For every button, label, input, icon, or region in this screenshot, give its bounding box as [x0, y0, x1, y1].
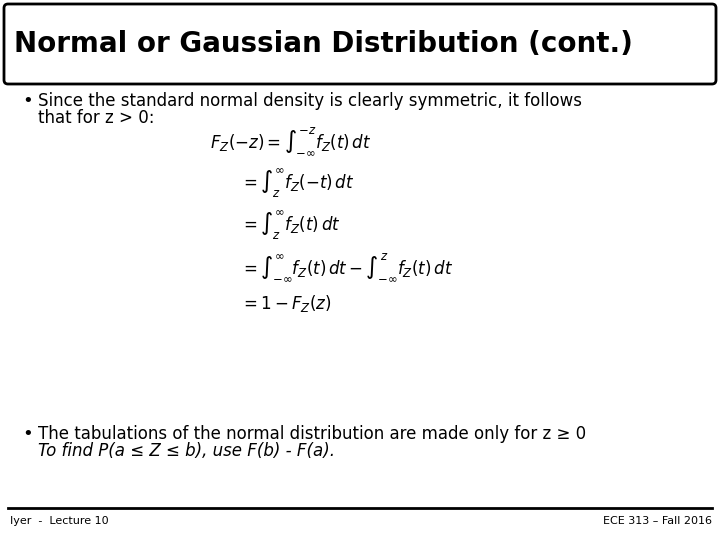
Text: •: • [22, 92, 32, 110]
Text: $= \int_{-\infty}^{\infty} f_Z(t)\,dt - \int_{-\infty}^{z} f_Z(t)\,dt$: $= \int_{-\infty}^{\infty} f_Z(t)\,dt - … [240, 251, 454, 282]
Text: $F_Z(-z) = \int_{-\infty}^{-z} f_Z(t)\,dt$: $F_Z(-z) = \int_{-\infty}^{-z} f_Z(t)\,d… [210, 125, 372, 157]
Text: ECE 313 – Fall 2016: ECE 313 – Fall 2016 [603, 516, 712, 526]
Text: To find P(a ≤ Z ≤ b), use F(b) - F(a).: To find P(a ≤ Z ≤ b), use F(b) - F(a). [38, 442, 335, 460]
Text: •: • [22, 425, 32, 443]
Text: Iyer  -  Lecture 10: Iyer - Lecture 10 [10, 516, 109, 526]
Text: $= 1 - F_Z(z)$: $= 1 - F_Z(z)$ [240, 293, 332, 314]
Text: Since the standard normal density is clearly symmetric, it follows: Since the standard normal density is cle… [38, 92, 582, 110]
Text: $= \int_{z}^{\infty} f_Z(-t)\,dt$: $= \int_{z}^{\infty} f_Z(-t)\,dt$ [240, 167, 354, 200]
Text: Normal or Gaussian Distribution (cont.): Normal or Gaussian Distribution (cont.) [14, 30, 633, 58]
Text: The tabulations of the normal distribution are made only for z ≥ 0: The tabulations of the normal distributi… [38, 425, 586, 443]
Text: $= \int_{z}^{\infty} f_Z(t)\,dt$: $= \int_{z}^{\infty} f_Z(t)\,dt$ [240, 209, 341, 242]
Text: that for z > 0:: that for z > 0: [38, 109, 155, 127]
FancyBboxPatch shape [4, 4, 716, 84]
